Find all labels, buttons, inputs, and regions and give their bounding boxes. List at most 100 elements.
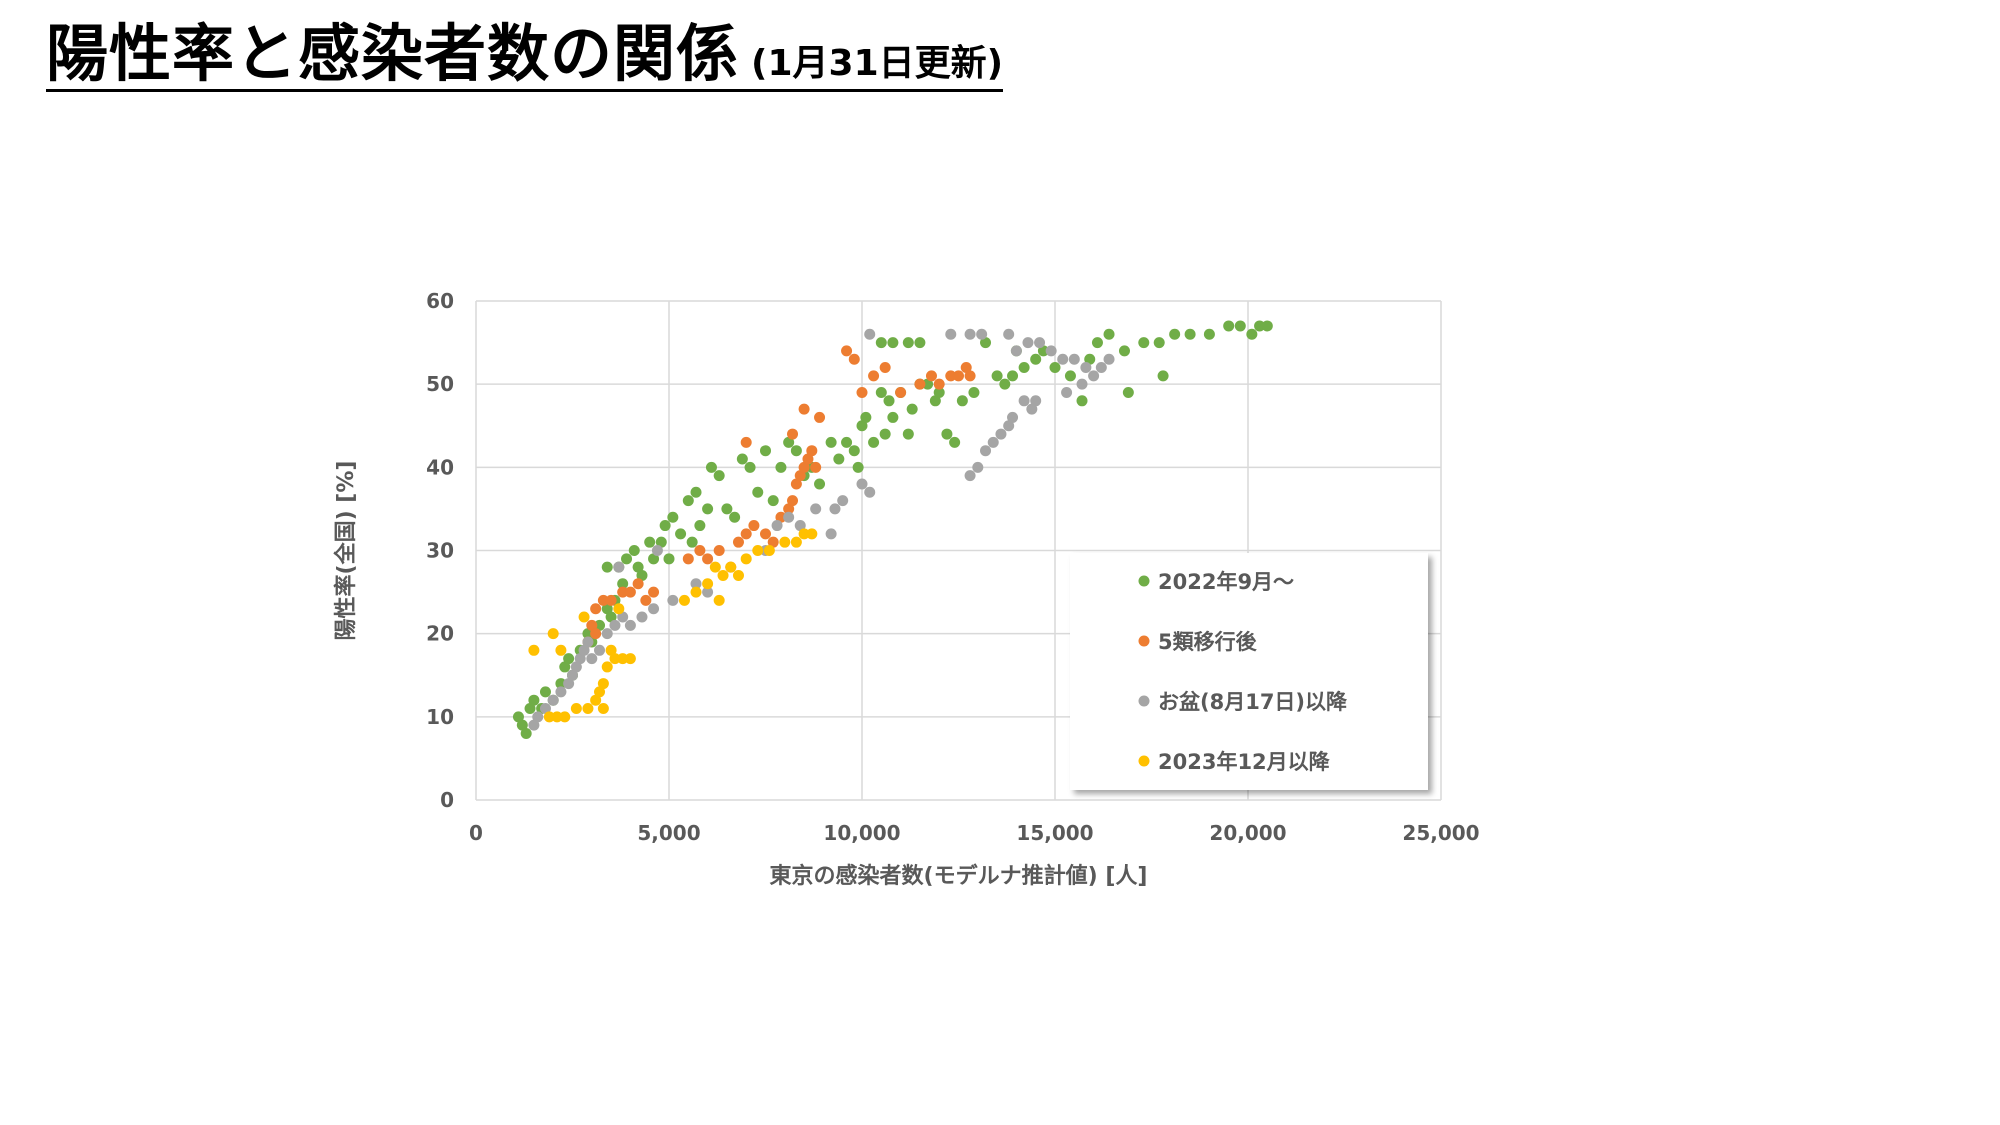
data-point xyxy=(964,370,976,382)
data-point xyxy=(601,603,613,615)
data-point xyxy=(922,378,934,390)
data-point xyxy=(748,520,760,532)
data-point xyxy=(852,461,864,473)
data-point xyxy=(570,661,582,673)
data-point xyxy=(945,328,957,340)
data-point xyxy=(729,511,741,523)
data-point xyxy=(1184,328,1196,340)
data-point xyxy=(690,586,702,598)
data-point xyxy=(848,353,860,365)
data-point xyxy=(802,453,814,465)
data-point xyxy=(617,653,629,665)
data-point xyxy=(779,536,791,548)
data-point xyxy=(1030,353,1042,365)
data-point xyxy=(814,411,826,423)
data-point xyxy=(667,511,679,523)
data-point xyxy=(520,727,532,739)
data-point xyxy=(1118,345,1130,357)
y-axis-ticks: 0 10 20 30 40 50 60 xyxy=(426,289,454,812)
data-point xyxy=(960,362,972,374)
data-point xyxy=(1223,320,1235,332)
data-point xyxy=(659,520,671,532)
data-point xyxy=(644,536,656,548)
data-point xyxy=(721,503,733,515)
data-point xyxy=(945,370,957,382)
page-title: 陽性率と感染者数の関係 (1月31日更新) xyxy=(46,17,1004,93)
legend-marker xyxy=(1138,695,1150,707)
data-point xyxy=(775,461,787,473)
data-point xyxy=(702,578,714,590)
data-point xyxy=(1076,378,1088,390)
data-point xyxy=(856,386,868,398)
data-point xyxy=(524,703,536,715)
data-point xyxy=(794,520,806,532)
data-point xyxy=(906,403,918,415)
data-point xyxy=(1122,386,1134,398)
data-point xyxy=(964,328,976,340)
data-point xyxy=(559,711,571,723)
data-point xyxy=(582,703,594,715)
data-point xyxy=(539,686,551,698)
legend-label: 2022年9月～ xyxy=(1158,570,1294,594)
data-point xyxy=(725,561,737,573)
data-point xyxy=(964,470,976,482)
data-point xyxy=(794,470,806,482)
data-point xyxy=(929,395,941,407)
data-point xyxy=(879,362,891,374)
data-point xyxy=(594,644,606,656)
data-point xyxy=(1007,411,1019,423)
data-point xyxy=(1018,395,1030,407)
data-point xyxy=(976,328,988,340)
data-point xyxy=(1003,420,1015,432)
data-point xyxy=(702,586,714,598)
data-point xyxy=(597,678,609,690)
data-point xyxy=(1088,370,1100,382)
data-point xyxy=(713,470,725,482)
data-point xyxy=(798,403,810,415)
data-point xyxy=(925,370,937,382)
data-point xyxy=(771,520,783,532)
data-point xyxy=(1034,337,1046,349)
data-point xyxy=(767,536,779,548)
data-point xyxy=(686,536,698,548)
data-point xyxy=(860,411,872,423)
data-point xyxy=(1261,320,1273,332)
data-point xyxy=(648,553,660,565)
data-point xyxy=(655,536,667,548)
title-main: 陽性率と感染者数の関係 xyxy=(46,17,740,90)
data-point xyxy=(702,553,714,565)
data-point xyxy=(582,636,594,648)
data-point xyxy=(605,594,617,606)
data-point xyxy=(613,561,625,573)
data-point xyxy=(648,603,660,615)
data-point xyxy=(732,536,744,548)
x-tick-label: 15,000 xyxy=(1016,821,1093,845)
data-point xyxy=(636,569,648,581)
y-axis-label: 陽性率(全国) [%] xyxy=(333,461,359,641)
data-point xyxy=(775,511,787,523)
data-point xyxy=(601,628,613,640)
data-point xyxy=(605,611,617,623)
data-point xyxy=(1018,362,1030,374)
data-point xyxy=(980,445,992,457)
data-point xyxy=(1103,353,1115,365)
data-point xyxy=(829,503,841,515)
data-point xyxy=(1010,345,1022,357)
data-point xyxy=(825,528,837,540)
data-point xyxy=(887,411,899,423)
data-point xyxy=(790,445,802,457)
data-point xyxy=(806,445,818,457)
data-point xyxy=(883,395,895,407)
legend-marker xyxy=(1138,575,1150,587)
data-point xyxy=(609,619,621,631)
data-point xyxy=(991,370,1003,382)
data-point xyxy=(1007,370,1019,382)
data-point xyxy=(713,545,725,556)
data-point xyxy=(972,461,984,473)
legend-label: お盆(8月17日)以降 xyxy=(1158,690,1348,714)
data-point xyxy=(682,495,694,507)
data-point xyxy=(868,370,880,382)
data-point xyxy=(609,653,621,665)
data-point xyxy=(1203,328,1215,340)
data-point xyxy=(1138,337,1150,349)
